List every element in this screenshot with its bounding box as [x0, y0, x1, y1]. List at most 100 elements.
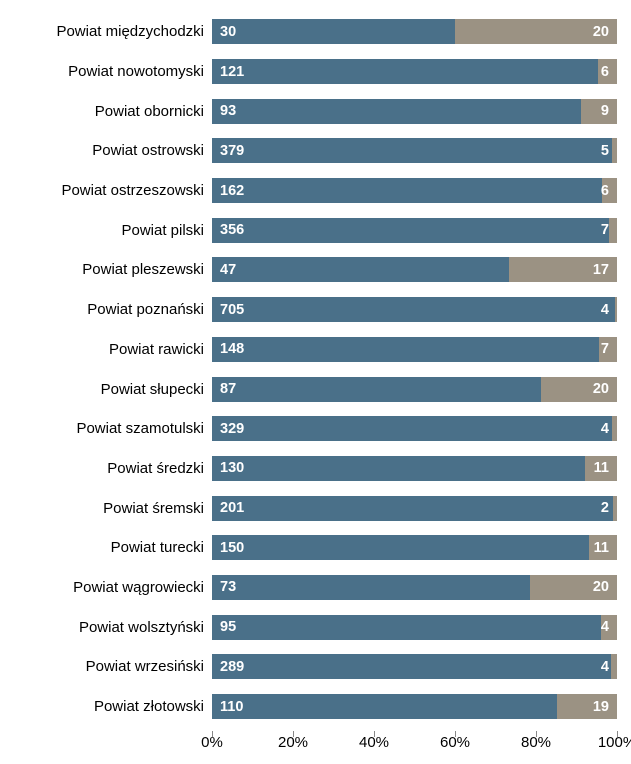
bar-segment-secondary: 20 [455, 19, 617, 44]
bar-segment-secondary: 4 [601, 615, 617, 640]
bar-segment-secondary: 11 [585, 456, 617, 481]
row-label: Powiat pleszewski [14, 261, 212, 278]
bar-segment-secondary: 19 [557, 694, 617, 719]
chart-row: Powiat średzki 130 11 [14, 449, 617, 489]
axis-tick-label: 60% [440, 734, 470, 751]
bar-segment-secondary: 6 [602, 178, 617, 203]
segment-value: 379 [220, 143, 244, 159]
bar-segment-secondary: 4 [611, 654, 617, 679]
bar-track: 2012 [212, 496, 617, 521]
segment-value: 150 [220, 540, 244, 556]
segment-value: 121 [220, 64, 244, 80]
bar-segment-secondary: 2 [613, 496, 617, 521]
bar-segment-primary: 289 [212, 654, 611, 679]
row-label: Powiat rawicki [14, 341, 212, 358]
bar-track: 1626 [212, 178, 617, 203]
segment-value: 356 [220, 222, 244, 238]
segment-value: 17 [593, 262, 609, 278]
chart-row: Powiat pleszewski47 17 [14, 250, 617, 290]
row-label: Powiat obornicki [14, 103, 212, 120]
segment-value: 130 [220, 460, 244, 476]
bar-track: 289 4 [212, 654, 617, 679]
bar-track: 30 20 [212, 19, 617, 44]
segment-value: 329 [220, 421, 244, 437]
bar-segment-primary: 47 [212, 257, 509, 282]
row-label: Powiat wolsztyński [14, 619, 212, 636]
segment-value: 30 [220, 24, 236, 40]
row-label: Powiat średzki [14, 460, 212, 477]
segment-value: 5 [601, 143, 609, 159]
bar-track: 130 11 [212, 456, 617, 481]
row-label: Powiat wrzesiński [14, 658, 212, 675]
bar-segment-primary: 121 [212, 59, 598, 84]
bar-segment-primary: 95 [212, 615, 601, 640]
bar-track: 95 4 [212, 615, 617, 640]
chart-row: Powiat słupecki8720 [14, 369, 617, 409]
chart-row: Powiat wągrowiecki7320 [14, 568, 617, 608]
chart-row: Powiat turecki15011 [14, 528, 617, 568]
bar-segment-secondary: 6 [598, 59, 617, 84]
bar-track: 1487 [212, 337, 617, 362]
axis-tick-label: 20% [278, 734, 308, 751]
axis-tick-label: 40% [359, 734, 389, 751]
segment-value: 4 [601, 421, 609, 437]
chart-row: Powiat śremski2012 [14, 488, 617, 528]
bar-segment-primary: 705 [212, 297, 615, 322]
bar-segment-secondary: 11 [589, 535, 617, 560]
bar-segment-secondary: 20 [530, 575, 617, 600]
segment-value: 705 [220, 302, 244, 318]
bar-track: 47 17 [212, 257, 617, 282]
segment-value: 7 [601, 222, 609, 238]
row-label: Powiat ostrowski [14, 142, 212, 159]
segment-value: 4 [601, 659, 609, 675]
stacked-bar-chart: Powiat międzychodzki3020Powiat nowotomys… [0, 0, 631, 764]
bar-segment-primary: 148 [212, 337, 599, 362]
row-label: Powiat ostrzeszowski [14, 182, 212, 199]
row-label: Powiat szamotulski [14, 420, 212, 437]
bar-segment-secondary: 4 [612, 416, 617, 441]
row-label: Powiat śremski [14, 500, 212, 517]
row-label: Powiat słupecki [14, 381, 212, 398]
chart-row: Powiat nowotomyski1216 [14, 52, 617, 92]
chart-row: Powiat ostrzeszowski1626 [14, 171, 617, 211]
bar-segment-primary: 162 [212, 178, 602, 203]
bar-segment-primary: 201 [212, 496, 613, 521]
axis-tick-label: 0% [201, 734, 223, 751]
row-label: Powiat złotowski [14, 698, 212, 715]
segment-value: 7 [601, 341, 609, 357]
row-label: Powiat międzychodzki [14, 23, 212, 40]
bar-segment-primary: 73 [212, 575, 530, 600]
bar-segment-primary: 30 [212, 19, 455, 44]
bar-track: 379 5 [212, 138, 617, 163]
segment-value: 93 [220, 103, 236, 119]
bar-track: 73 20 [212, 575, 617, 600]
segment-value: 20 [593, 579, 609, 595]
segment-value: 162 [220, 183, 244, 199]
bar-segment-primary: 87 [212, 377, 541, 402]
bar-segment-primary: 379 [212, 138, 612, 163]
bar-segment-secondary: 4 [615, 297, 617, 322]
row-label: Powiat pilski [14, 222, 212, 239]
bar-track: 329 4 [212, 416, 617, 441]
bar-segment-primary: 93 [212, 99, 581, 124]
segment-value: 11 [594, 460, 609, 476]
chart-row: Powiat obornicki 93 9 [14, 91, 617, 131]
segment-value: 4 [601, 302, 609, 318]
chart-row: Powiat poznański7054 [14, 290, 617, 330]
bar-track: 110 19 [212, 694, 617, 719]
segment-value: 9 [601, 103, 609, 119]
bar-segment-primary: 130 [212, 456, 585, 481]
chart-row: Powiat szamotulski 329 4 [14, 409, 617, 449]
chart-row: Powiat pilski 356 7 [14, 210, 617, 250]
bar-segment-secondary: 17 [509, 257, 617, 282]
segment-value: 6 [601, 183, 609, 199]
chart-row: Powiat wolsztyński 95 4 [14, 607, 617, 647]
segment-value: 110 [220, 699, 243, 715]
bar-segment-primary: 329 [212, 416, 612, 441]
bar-segment-primary: 110 [212, 694, 557, 719]
segment-value: 95 [220, 619, 236, 635]
segment-value: 6 [601, 64, 609, 80]
segment-value: 289 [220, 659, 244, 675]
x-axis: 0%20%40%60%80%100% [212, 732, 617, 754]
segment-value: 87 [220, 381, 236, 397]
